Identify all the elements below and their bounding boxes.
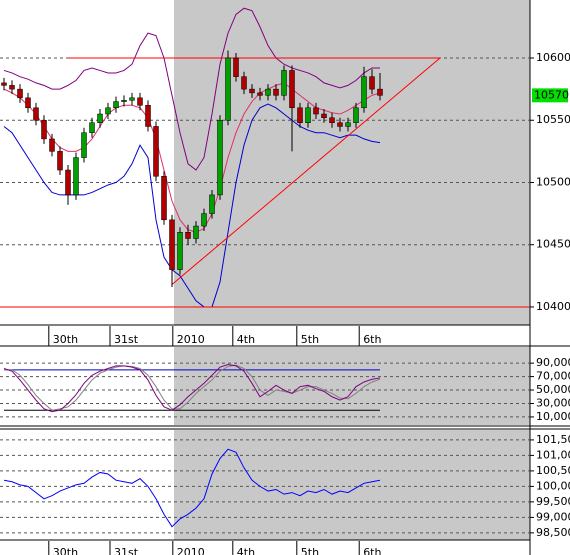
y-tick-label: 101,0000: [536, 448, 570, 461]
y-tick-label: 101,5000: [536, 433, 570, 446]
candle-body: [65, 169, 71, 196]
x-tick-label: 5th: [301, 333, 319, 346]
candle-body: [313, 107, 319, 115]
candle-body: [81, 132, 87, 158]
last-price-label: 10570: [534, 88, 569, 101]
candle-body: [177, 232, 183, 270]
shade: [174, 0, 530, 325]
candle-body: [57, 151, 63, 171]
candle-body: [209, 194, 215, 214]
candle-body: [305, 107, 311, 123]
candle-body: [169, 219, 175, 270]
y-tick-label: 98,5000: [536, 526, 570, 539]
candle-body: [289, 70, 295, 109]
candle-body: [217, 119, 223, 196]
candle-body: [345, 122, 351, 127]
x-tick-label: 2010: [177, 333, 205, 346]
trend-line: [171, 57, 441, 285]
candle-body: [329, 117, 335, 123]
candle-body: [25, 97, 31, 109]
candle-body: [265, 88, 271, 96]
y-tick-label: 70,0000: [536, 370, 570, 383]
candle-body: [113, 101, 119, 109]
candle-body: [105, 107, 111, 115]
y-tick-label: 30,0000: [536, 396, 570, 409]
candle-body: [161, 176, 167, 221]
candle-body: [377, 88, 383, 96]
candle-body: [145, 105, 151, 127]
y-tick-label: 50,0000: [536, 383, 570, 396]
last-price-box: [532, 88, 568, 103]
candle-body: [337, 122, 343, 127]
x-tick-label: 4th: [237, 546, 255, 555]
candle-body: [137, 97, 143, 106]
candle-body: [201, 213, 207, 227]
series-line: [3, 448, 381, 528]
x-tick-label: 6th: [363, 546, 381, 555]
y-tick-label: 10400: [536, 300, 570, 313]
candle-body: [257, 92, 263, 96]
x-tick-label: 5th: [301, 546, 319, 555]
candle-body: [17, 88, 23, 99]
candle-body: [1, 82, 7, 86]
x-tick-label: 6th: [363, 333, 381, 346]
y-tick-label: 10550: [536, 113, 570, 126]
y-tick-label: 10600: [536, 51, 570, 64]
shade: [174, 347, 530, 425]
candle-body: [353, 107, 359, 123]
x-tick-label: 30th: [53, 546, 78, 555]
y-tick-label: 99,0000: [536, 510, 570, 523]
series-line: [3, 363, 381, 413]
x-tick-label: 30th: [53, 333, 78, 346]
y-tick-label: 10500: [536, 175, 570, 188]
x-tick-label: 31st: [114, 333, 139, 346]
candle-body: [321, 113, 327, 119]
candle-body: [153, 126, 159, 177]
candle-body: [233, 57, 239, 77]
y-tick-label: 99,5000: [536, 495, 570, 508]
candle-body: [9, 85, 15, 90]
candle-body: [241, 76, 247, 90]
band-line: [3, 7, 380, 171]
candle-body: [225, 57, 231, 121]
candle-body: [33, 107, 39, 121]
candle-body: [129, 97, 135, 101]
candle-body: [369, 76, 375, 90]
y-tick-label: 10450: [536, 238, 570, 251]
candle-body: [73, 157, 79, 196]
candle-body: [121, 100, 127, 102]
shade: [174, 430, 530, 540]
candle-body: [185, 232, 191, 239]
series-line: [4, 364, 381, 411]
candle-body: [89, 122, 95, 133]
x-tick-label: 4th: [237, 333, 255, 346]
candle-body: [41, 119, 47, 140]
candle-body: [97, 113, 103, 123]
candle-body: [361, 76, 367, 109]
y-tick-label: 10,0000: [536, 410, 570, 423]
candle-body: [297, 107, 303, 123]
y-tick-label: 90,0000: [536, 356, 570, 369]
candle-body: [281, 70, 287, 96]
y-tick-label: 100,0000: [536, 479, 570, 492]
candle-body: [49, 138, 55, 152]
x-tick-label: 2010: [177, 546, 205, 555]
x-tick-label: 31st: [114, 546, 139, 555]
candle-body: [273, 88, 279, 96]
candle-body: [193, 225, 199, 239]
candle-body: [249, 88, 255, 94]
y-tick-label: 100,5000: [536, 464, 570, 477]
